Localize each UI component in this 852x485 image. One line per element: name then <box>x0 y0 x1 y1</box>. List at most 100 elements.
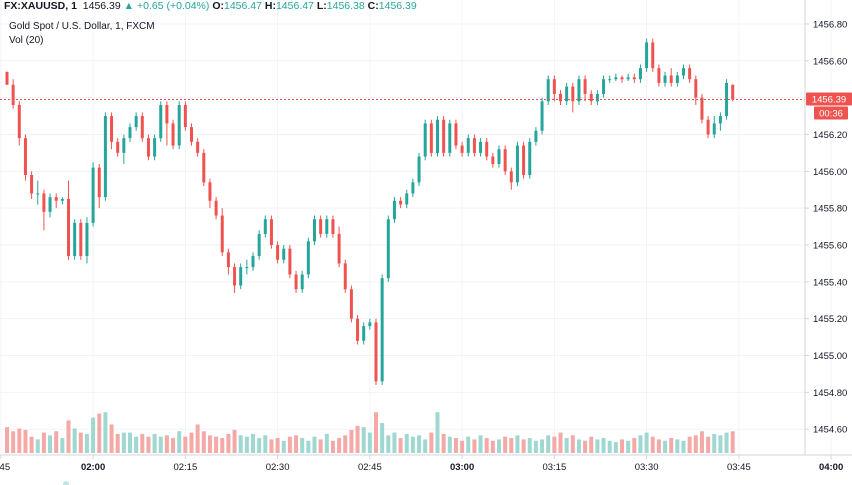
volume-bar <box>121 432 126 453</box>
volume-bar <box>361 427 366 453</box>
volume-indicator-label[interactable]: Vol (20) <box>9 35 44 46</box>
candle-body <box>30 175 34 194</box>
volume-bar <box>189 432 194 453</box>
x-tick-label: 02:30 <box>266 462 290 473</box>
candle-body <box>214 200 218 216</box>
volume-bar <box>441 433 446 453</box>
volume-bar <box>466 436 471 453</box>
candle-body <box>718 116 722 124</box>
volume-bar <box>337 438 342 453</box>
x-tick-label: 02:15 <box>173 462 197 473</box>
volume-bar <box>343 435 348 453</box>
candle-body <box>251 256 255 268</box>
candle-body <box>509 171 513 183</box>
symbol-name[interactable]: FX:XAUUSD, 1 <box>4 0 77 12</box>
scroll-handle-icon[interactable] <box>63 481 69 485</box>
candle-body <box>67 198 70 257</box>
y-tick-label: 1455.80 <box>813 204 847 215</box>
candle-body <box>368 322 372 327</box>
y-tick-label: 1455.60 <box>813 241 847 252</box>
x-tick-label: 02:45 <box>358 462 382 473</box>
y-tick-label: 1455.00 <box>813 351 847 362</box>
volume-bar <box>97 413 102 453</box>
volume-bar <box>607 440 612 453</box>
candle-body <box>36 193 40 195</box>
candle-body <box>282 248 286 260</box>
volume-bars <box>5 412 735 453</box>
volume-bar <box>171 438 176 453</box>
volume-bar <box>404 433 409 453</box>
candle-body <box>140 116 144 139</box>
candle-body <box>546 79 550 102</box>
candle-body <box>239 267 243 286</box>
candle-body <box>349 289 353 319</box>
volume-bar <box>263 435 268 453</box>
candle-body <box>313 219 316 242</box>
volume-bar <box>429 432 434 453</box>
candle-body <box>651 42 655 69</box>
y-tick-label: 1456.00 <box>813 167 847 178</box>
volume-bar <box>324 433 329 453</box>
volume-bar <box>355 425 360 453</box>
volume-bar <box>300 438 305 453</box>
candle-body <box>91 167 95 223</box>
volume-bar <box>5 427 9 453</box>
volume-bar <box>626 440 631 453</box>
volume-bar <box>78 432 83 453</box>
volume-bar <box>552 436 557 453</box>
axes <box>0 0 852 456</box>
volume-bar <box>60 438 65 453</box>
candle-body <box>534 130 538 142</box>
x-tick-label: 03:15 <box>542 462 566 473</box>
volume-bar <box>730 431 735 453</box>
candle-body <box>11 84 15 105</box>
volume-bar <box>251 433 255 453</box>
candle-body <box>454 123 458 146</box>
y-tick-label: 1456.60 <box>813 56 847 67</box>
high-value: 1456.47 <box>275 0 314 12</box>
volume-bar <box>644 432 649 453</box>
volume-bar <box>11 431 16 453</box>
candle-body <box>712 123 716 135</box>
volume-bar <box>257 438 262 453</box>
volume-bar <box>312 436 317 453</box>
candle-body <box>552 79 556 94</box>
volume-bar <box>515 435 520 453</box>
candle-body <box>380 278 384 382</box>
candle-body <box>638 68 642 80</box>
candle-body <box>220 215 224 253</box>
volume-bar <box>306 440 311 453</box>
candle-body <box>245 267 249 269</box>
x-tick-label: 03:30 <box>635 462 659 473</box>
y-tick-label: 1455.40 <box>813 277 847 288</box>
candle-body <box>620 77 624 80</box>
candle-body <box>343 263 347 290</box>
volume-bar <box>177 431 182 453</box>
candle-body <box>362 326 366 341</box>
candle-body <box>159 105 163 139</box>
candlestick-series <box>5 38 735 385</box>
candle-body <box>522 145 526 175</box>
candle-body <box>515 145 519 183</box>
candle-body <box>306 241 310 275</box>
countdown-tag-text: 00:36 <box>819 108 843 119</box>
candle-body <box>17 105 21 139</box>
volume-bar <box>41 432 46 453</box>
candle-body <box>589 93 593 102</box>
volume-bar <box>349 429 354 453</box>
candle-body <box>602 79 606 94</box>
volume-bar <box>533 440 538 453</box>
y-tick-label: 1454.80 <box>813 388 847 399</box>
candle-body <box>196 141 200 153</box>
candle-body <box>491 156 495 164</box>
candle-body <box>257 233 261 257</box>
candle-body <box>79 222 83 257</box>
volume-bar <box>472 439 477 453</box>
candle-body <box>276 245 280 260</box>
candle-body <box>165 105 169 124</box>
volume-bar <box>48 435 53 453</box>
x-tick-label: 03:45 <box>727 462 751 473</box>
volume-bar <box>269 439 274 453</box>
close-label: C: <box>367 0 379 12</box>
